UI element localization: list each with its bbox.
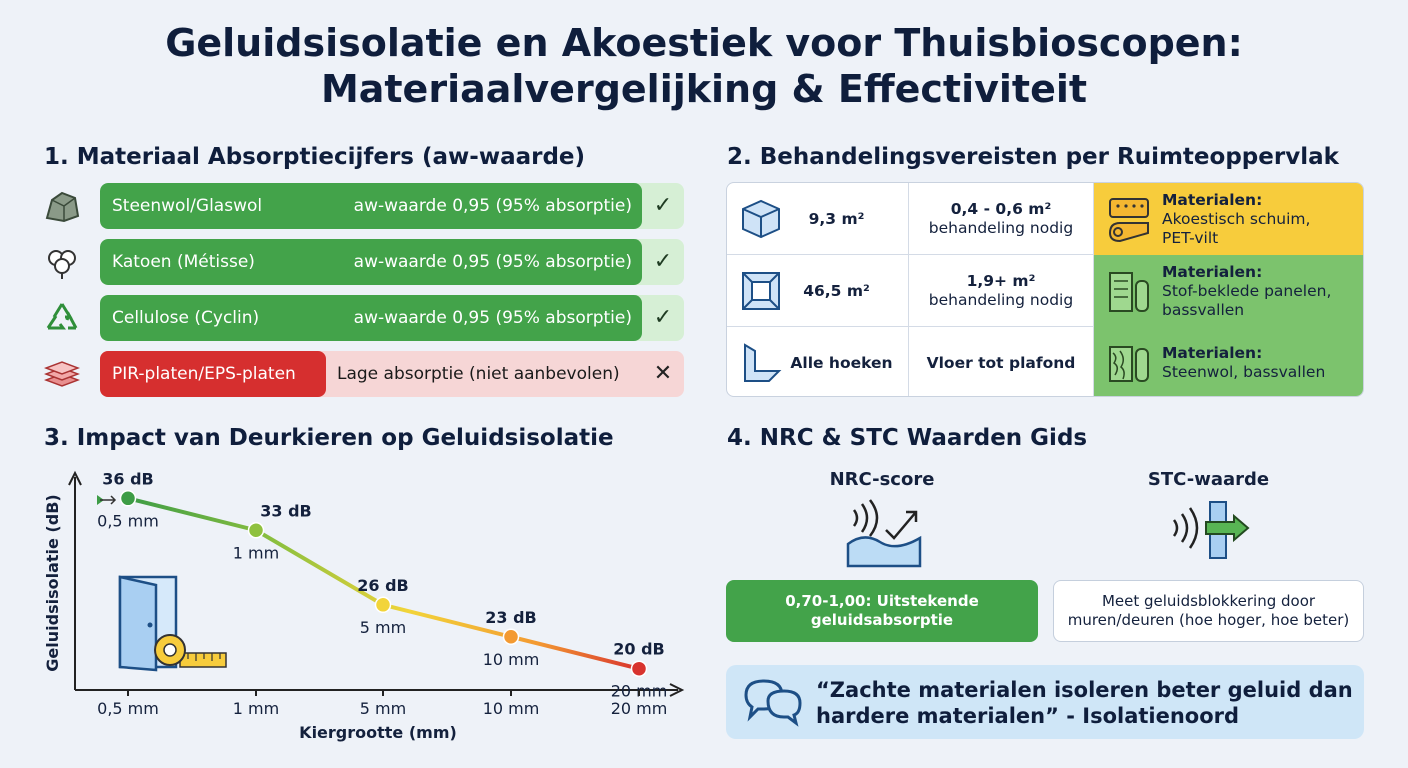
- x-axis-label: Kiergrootte (mm): [299, 723, 457, 742]
- materials-title: Materialen:: [1162, 262, 1263, 281]
- nrc-text-line: geluidsabsorptie: [810, 611, 954, 629]
- quote-box: “Zachte materialen isoleren beter geluid…: [726, 665, 1364, 739]
- x-tick-label: 0,5 mm: [97, 699, 159, 718]
- materials-title: Materialen:: [1162, 344, 1263, 362]
- y-axis-arrow: [68, 470, 82, 486]
- material-value: aw-waarde 0,95 (95% absorptie): [353, 196, 632, 216]
- cotton-icon: [48, 250, 76, 279]
- data-point: [502, 628, 520, 645]
- section1-heading: 1. Materiaal Absorptiecijfers (aw-waarde…: [44, 144, 586, 170]
- section2-heading: 2. Behandelingsvereisten per Ruimteopper…: [727, 144, 1339, 170]
- treatment-table: 9,3 m² 0,4 - 0,6 m² behandeling nodig Mat…: [726, 182, 1364, 397]
- stc-info-box: Meet geluidsblokkering door muren/deuren…: [1053, 580, 1364, 642]
- material-row-pir: PIR-platen/EPS-platen Lage absorptie (ni…: [44, 351, 684, 397]
- data-point: [630, 660, 648, 677]
- materials-title: Materialen:: [1162, 190, 1263, 209]
- treatment-amount: 1,9+ m²: [966, 272, 1036, 290]
- material-row-steenwol: Steenwol/Glaswol aw-waarde 0,95 (95% abs…: [44, 183, 684, 229]
- table-row: Alle hoeken Vloer tot plafond Materialen…: [727, 327, 1363, 396]
- data-point: [247, 522, 265, 539]
- data-label: 26 dB: [357, 576, 408, 595]
- material-value: aw-waarde 0,95 (95% absorptie): [353, 308, 632, 328]
- material-name: Katoen (Métisse): [112, 252, 255, 272]
- materials-line: Akoestisch schuim,: [1162, 209, 1311, 228]
- data-label: 23 dB: [485, 608, 536, 627]
- corner-icon: [744, 343, 782, 382]
- treatment-note: behandeling nodig: [928, 219, 1074, 237]
- stc-label: STC-waarde: [1147, 469, 1270, 490]
- wool-bass-trap-icon: [1109, 346, 1149, 382]
- cube-room-icon: [742, 199, 780, 239]
- sound-blocking-icon: [1172, 501, 1250, 559]
- material-value: Lage absorptie (niet aanbevolen): [337, 364, 620, 384]
- room-outline-icon: [742, 272, 780, 310]
- point-label: 0,5 mm: [97, 511, 159, 530]
- point-label: 5 mm: [360, 618, 406, 637]
- page-title: Geluidsisolatie en Akoestiek voor Thuisb…: [0, 20, 1408, 112]
- nrc-text-line: 0,70-1,00: Uitstekende: [785, 592, 979, 610]
- check-icon: ✓: [653, 193, 673, 218]
- materials-line: Stof-beklede panelen,: [1162, 281, 1332, 300]
- table-row: 9,3 m² 0,4 - 0,6 m² behandeling nodig Mat…: [727, 183, 1363, 255]
- y-axis-label: Geluidsisolatie (dB): [43, 494, 62, 671]
- data-label: 33 dB: [260, 501, 311, 520]
- check-icon: ✓: [653, 305, 673, 330]
- panels-icon: [44, 361, 80, 387]
- title-line-1: Geluidsisolatie en Akoestiek voor Thuisb…: [165, 21, 1243, 65]
- data-label: 36 dB: [102, 469, 153, 488]
- table-row: 46,5 m² 1,9+ m² behandeling nodig Materia…: [727, 255, 1363, 327]
- x-tick-label: 10 mm: [483, 699, 540, 718]
- x-axis-arrow: [669, 683, 685, 697]
- nrc-info-box: 0,70-1,00: Uitstekende geluidsabsorptie: [726, 580, 1038, 642]
- x-tick-label: 5 mm: [360, 699, 406, 718]
- section4-heading: 4. NRC & STC Waarden Gids: [727, 425, 1088, 451]
- materials-line: Steenwol, bassvallen: [1162, 363, 1326, 381]
- point-label: 1 mm: [233, 543, 279, 562]
- fabric-panel-icon: [1109, 272, 1149, 312]
- x-tick-label: 1 mm: [233, 699, 279, 718]
- treatment-amount: 0,4 - 0,6 m²: [950, 200, 1052, 218]
- x-tick-label: 20 mm: [611, 699, 668, 718]
- rock-icon: [45, 191, 80, 223]
- stc-text-line: muren/deuren (hoe hoger, hoe beter): [1067, 611, 1350, 629]
- door-gap-chart: Geluidsisolatie (dB) Kiergrootte (mm) 36…: [43, 469, 685, 742]
- area-value: Alle hoeken: [790, 354, 893, 372]
- materials-line: bassvallen: [1162, 300, 1245, 319]
- stc-text-line: Meet geluidsblokkering door: [1101, 592, 1316, 610]
- material-row-cellulose: Cellulose (Cyclin) aw-waarde 0,95 (95% a…: [44, 295, 684, 341]
- area-value: 9,3 m²: [808, 210, 865, 228]
- material-value: aw-waarde 0,95 (95% absorptie): [353, 252, 632, 272]
- data-label: 20 dB: [613, 640, 664, 659]
- data-point: [119, 490, 137, 507]
- nrc-label: NRC-score: [829, 469, 935, 490]
- data-point: [374, 596, 392, 614]
- material-row-katoen: Katoen (Métisse) aw-waarde 0,95 (95% abs…: [44, 239, 684, 285]
- materials-line: PET-vilt: [1162, 228, 1219, 247]
- quote-line: hardere materialen” - Isolatienoord: [816, 704, 1240, 728]
- check-icon: ✓: [653, 249, 673, 274]
- cross-icon: ✕: [653, 361, 673, 386]
- recycle-icon: [46, 303, 78, 330]
- point-label: 10 mm: [483, 650, 540, 669]
- area-value: 46,5 m²: [803, 282, 870, 300]
- material-name: Steenwol/Glaswol: [112, 196, 263, 216]
- gap-arrow-icon: [97, 495, 117, 505]
- material-name: Cellulose (Cyclin): [112, 308, 260, 328]
- treatment-note: behandeling nodig: [928, 291, 1074, 309]
- treatment-amount: Vloer tot plafond: [926, 353, 1076, 372]
- foam-roll-icon: [1108, 198, 1149, 243]
- tape-measure-icon: [154, 634, 227, 668]
- title-line-2: Materiaalvergelijking & Effectiviteit: [320, 67, 1088, 111]
- material-name: PIR-platen/EPS-platen: [100, 351, 326, 397]
- quote-line: “Zachte materialen isoleren beter geluid…: [816, 678, 1353, 702]
- sound-absorption-icon: [846, 499, 922, 568]
- section3-heading: 3. Impact van Deurkieren op Geluidsisola…: [44, 425, 614, 451]
- chat-bubbles-icon: [744, 679, 802, 727]
